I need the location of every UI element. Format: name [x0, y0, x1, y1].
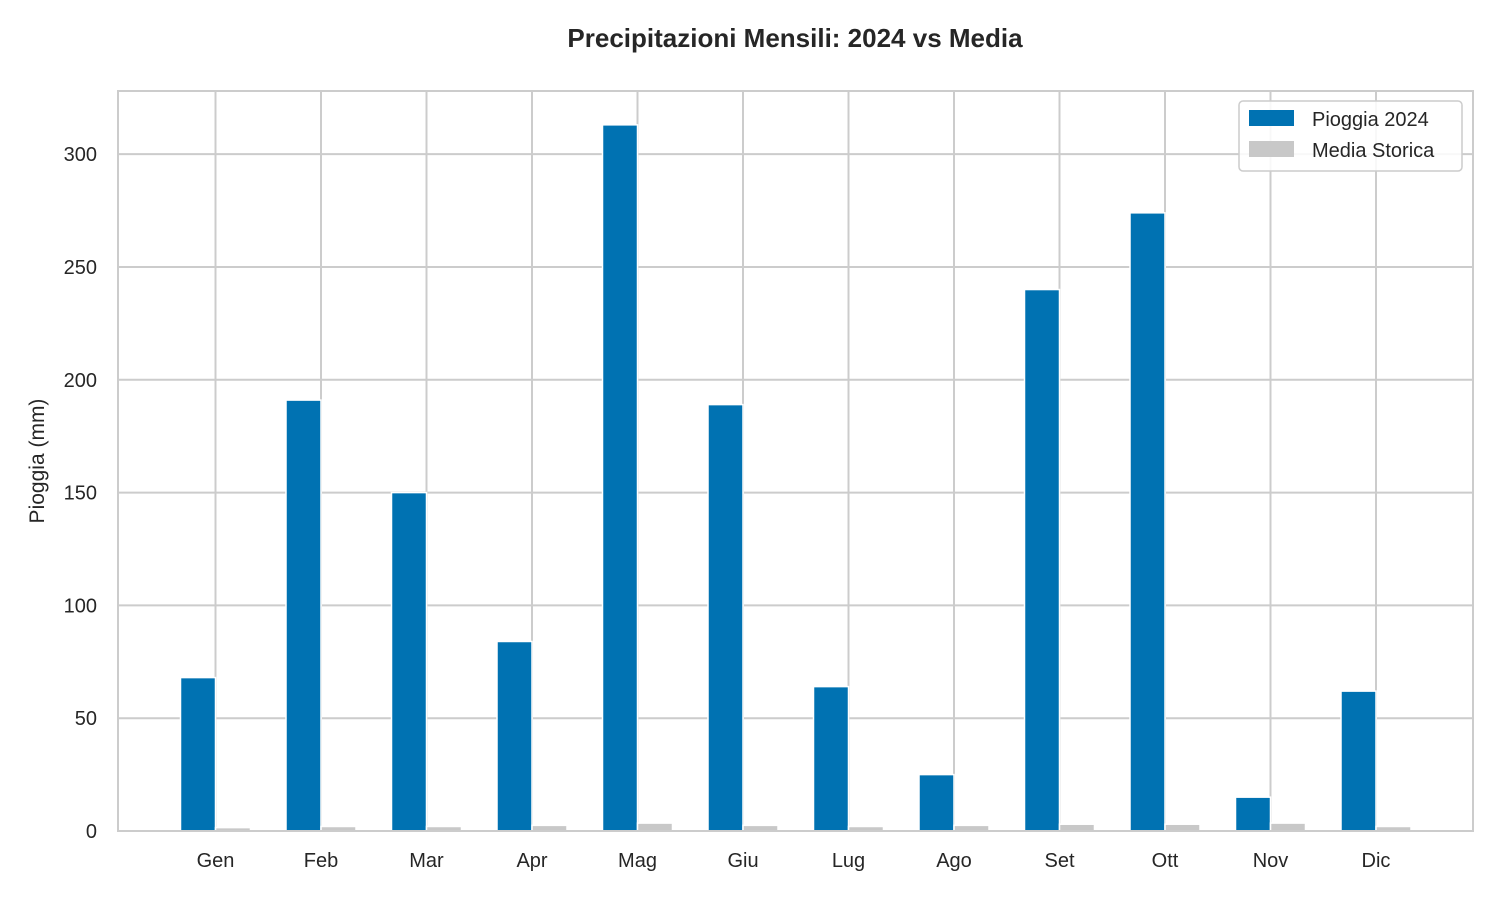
legend-swatch	[1249, 110, 1294, 126]
y-tick-label: 0	[86, 821, 97, 843]
bar-pioggia-2024-mag	[601, 124, 639, 832]
bar-pioggia-2024-ott	[1129, 212, 1166, 832]
x-tick-label: Gen	[197, 850, 235, 872]
legend-swatch	[1249, 141, 1294, 157]
y-tick-label: 150	[64, 483, 97, 505]
bar-pioggia-2024-nov	[1234, 796, 1272, 832]
bar-pioggia-2024-dic	[1340, 690, 1377, 832]
bar-media-storica-set	[1058, 823, 1096, 832]
x-tick-label: Apr	[516, 850, 547, 872]
legend-label: Media Storica	[1312, 140, 1435, 162]
plot-frame	[117, 90, 1474, 832]
legend: Pioggia 2024 Media Storica	[1238, 100, 1463, 172]
bar-pioggia-2024-giu	[707, 403, 744, 832]
y-tick-label: 200	[64, 370, 97, 392]
x-tick-label: Mag	[618, 850, 657, 872]
x-tick-label: Lug	[832, 850, 865, 872]
bar-pioggia-2024-mar	[390, 491, 428, 832]
x-tick-label: Giu	[727, 850, 758, 872]
bar-pioggia-2024-feb	[285, 399, 322, 832]
chart-title: Precipitazioni Mensili: 2024 vs Media	[567, 23, 1023, 53]
x-tick-label: Feb	[304, 850, 338, 872]
bar-pioggia-2024-set	[1023, 288, 1061, 832]
y-tick-label: 50	[75, 708, 97, 730]
y-tick-labels: 0 50 100 150 200 250 300	[64, 144, 97, 843]
bar-media-storica-ott	[1164, 823, 1201, 832]
x-tick-label: Ott	[1152, 850, 1179, 872]
bar-pioggia-2024-ago	[918, 773, 955, 832]
bar-pioggia-2024-apr	[496, 640, 533, 832]
bar-media-storica-nov	[1269, 822, 1307, 832]
legend-box	[1238, 100, 1463, 172]
y-tick-label: 300	[64, 144, 97, 166]
bar-pioggia-2024-gen	[179, 676, 217, 832]
bar-media-storica-mag	[636, 822, 674, 832]
legend-label: Pioggia 2024	[1312, 109, 1429, 131]
y-tick-label: 250	[64, 257, 97, 279]
bar-pioggia-2024-lug	[812, 685, 850, 832]
x-tick-label: Dic	[1362, 850, 1391, 872]
x-tick-label: Set	[1044, 850, 1074, 872]
y-tick-label: 100	[64, 595, 97, 617]
y-axis-label: Pioggia (mm)	[26, 399, 49, 524]
x-tick-label: Ago	[936, 850, 972, 872]
bars	[179, 124, 1412, 832]
x-tick-label: Nov	[1253, 850, 1289, 872]
x-tick-label: Mar	[409, 850, 444, 872]
x-tick-labels: Gen Feb Mar Apr Mag Giu Lug Ago Set Ott Nov Dic	[197, 850, 1391, 872]
